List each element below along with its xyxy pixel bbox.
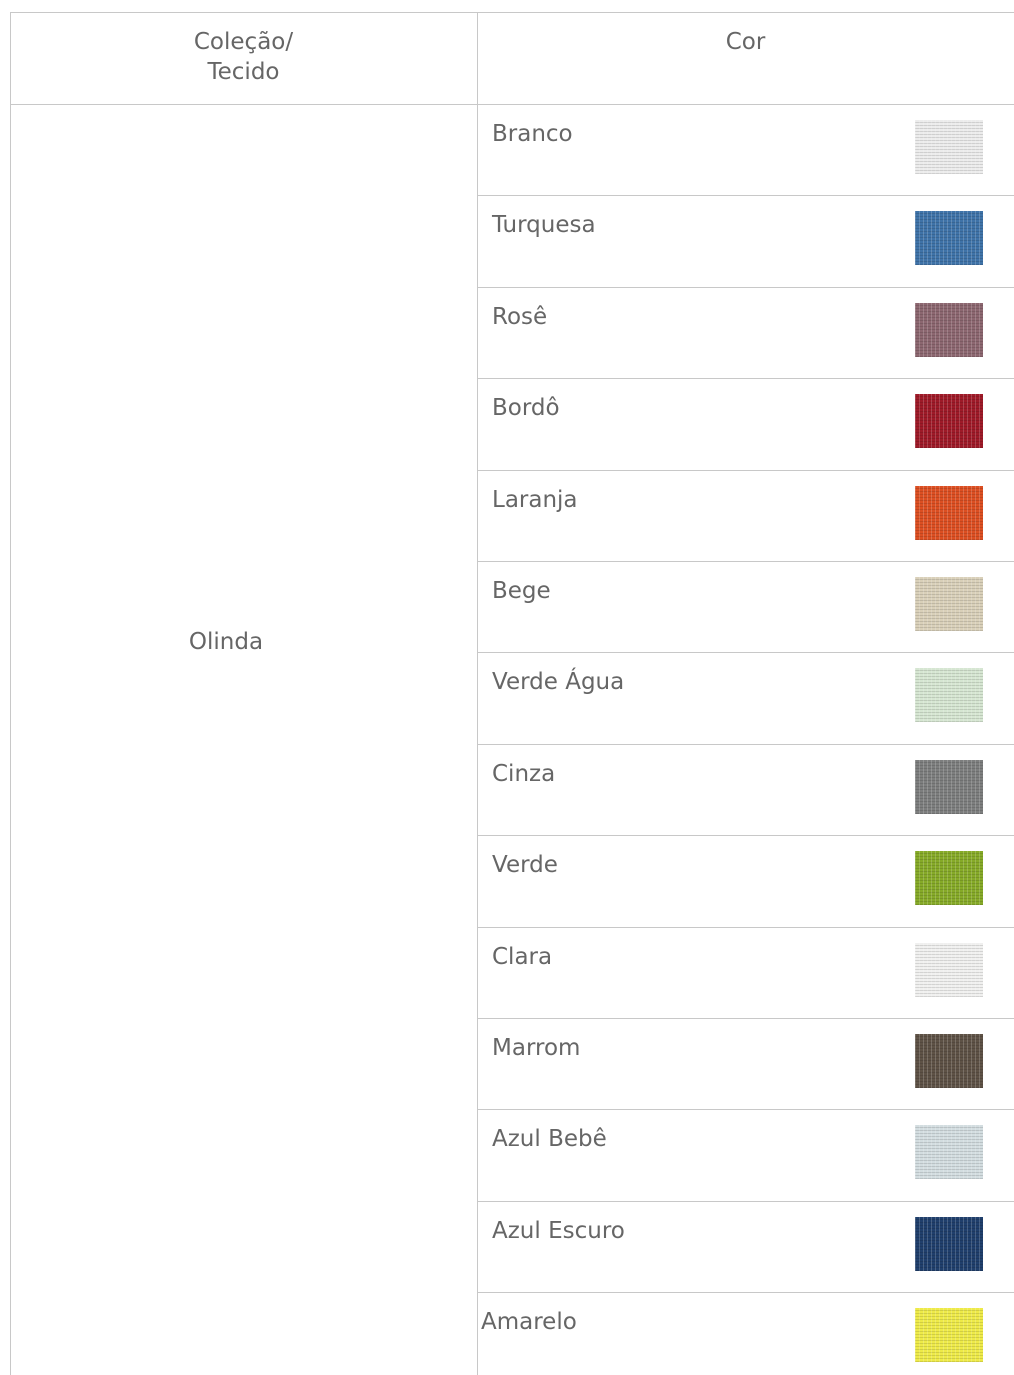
color-swatch <box>915 851 983 906</box>
color-swatch <box>915 485 983 540</box>
color-swatch <box>915 942 983 997</box>
row-divider <box>477 469 1014 471</box>
header-cell: Cor <box>725 29 766 55</box>
row-divider <box>477 195 1014 197</box>
color-name: Clara <box>492 943 553 970</box>
color-swatch <box>915 1308 983 1363</box>
color-name: Bordô <box>492 395 560 422</box>
color-name: Amarelo <box>481 1309 577 1336</box>
row-divider <box>477 1109 1014 1111</box>
color-name: Azul Escuro <box>492 1217 625 1244</box>
header-divider <box>10 104 1014 105</box>
color-swatch <box>915 1216 983 1271</box>
color-swatch <box>915 577 983 631</box>
color-name: Verde Água <box>492 669 625 696</box>
row-divider <box>477 1292 1014 1294</box>
color-swatch <box>915 120 983 174</box>
row-divider <box>477 286 1014 288</box>
color-name: Verde <box>492 852 558 879</box>
color-name: Azul Bebê <box>492 1126 607 1153</box>
color-name: Branco <box>492 121 573 147</box>
row-divider <box>477 378 1014 380</box>
row-divider <box>477 652 1014 654</box>
color-swatch <box>915 302 983 357</box>
color-name: Bege <box>492 578 551 604</box>
color-swatch <box>915 211 983 266</box>
color-swatch <box>915 759 983 814</box>
row-divider <box>477 743 1014 745</box>
collection-name: Olinda <box>188 629 264 655</box>
color-name: Cinza <box>492 760 556 787</box>
row-divider <box>477 561 1014 562</box>
color-name: Marrom <box>492 1035 581 1061</box>
color-name: Turquesa <box>492 212 596 239</box>
color-swatch <box>915 394 983 449</box>
row-divider <box>477 835 1014 837</box>
color-swatch <box>915 1125 983 1180</box>
row-divider <box>477 1018 1014 1019</box>
row-divider <box>477 1200 1014 1202</box>
column-divider <box>477 12 478 1375</box>
header-cell: Coleção/ Tecido <box>193 29 294 85</box>
color-name: Laranja <box>492 486 578 513</box>
color-swatch <box>915 1034 983 1088</box>
border-left <box>10 12 11 1375</box>
border-top <box>10 12 1014 13</box>
color-name: Rosê <box>492 303 548 330</box>
color-swatch <box>915 668 983 723</box>
row-divider <box>477 926 1014 928</box>
